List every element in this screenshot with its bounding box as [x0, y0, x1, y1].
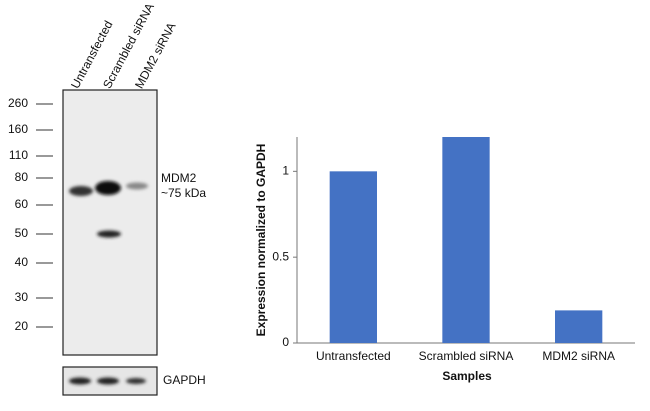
mw-marker: 110 — [9, 148, 28, 162]
gapdh-bands — [69, 377, 146, 385]
mw-marker: 60 — [15, 197, 29, 211]
y-tick-label: 0.5 — [272, 249, 289, 263]
x-tick-label: Scrambled siRNA — [419, 349, 514, 363]
mw-marker: 40 — [15, 255, 29, 269]
mw-marker: 160 — [8, 122, 28, 136]
y-tick-label: 0 — [282, 335, 289, 349]
y-tick-label: 1 — [282, 164, 289, 178]
target-label: MDM2 — [161, 171, 197, 185]
y-axis-label: Expression normalized to GAPDH — [254, 144, 268, 337]
mw-marker: 260 — [8, 96, 28, 110]
bar — [555, 310, 603, 343]
x-tick-label: MDM2 siRNA — [542, 349, 615, 363]
x-axis-label: Samples — [442, 369, 492, 383]
target-size: ~75 kDa — [161, 186, 206, 200]
mw-marker: 30 — [15, 290, 29, 304]
mw-marker: 50 — [15, 226, 29, 240]
control-label: GAPDH — [163, 373, 206, 387]
bar — [442, 137, 490, 343]
mw-marker: 80 — [15, 170, 29, 184]
blot-panel — [62, 89, 158, 356]
x-tick-label: Untransfected — [316, 349, 391, 363]
bar — [329, 171, 377, 343]
mw-marker: 20 — [15, 319, 29, 333]
blot-bands — [69, 181, 148, 238]
